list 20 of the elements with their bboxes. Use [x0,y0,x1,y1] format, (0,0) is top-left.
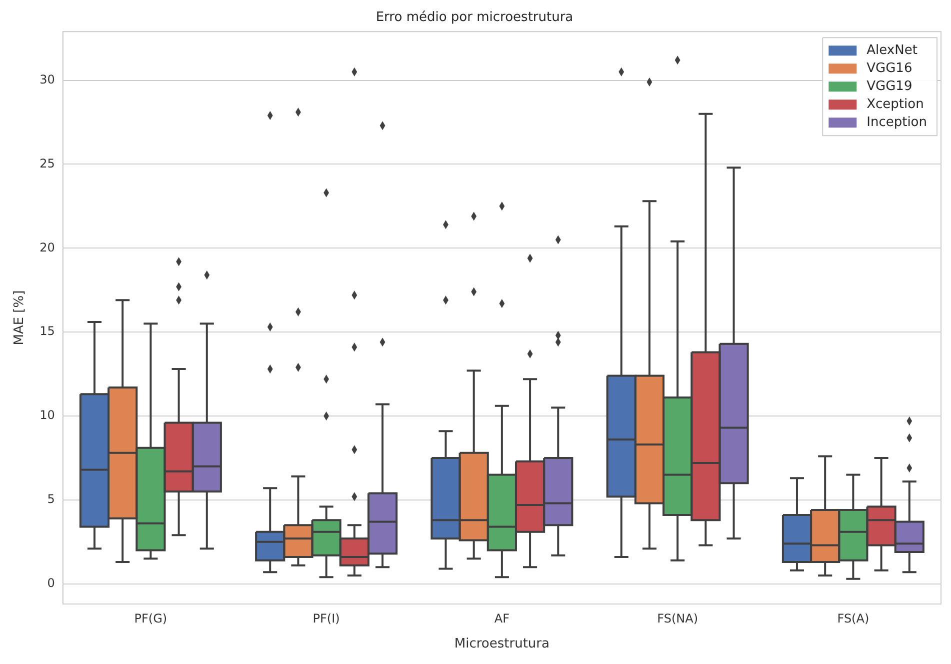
x-tick-label: FS(NA) [657,611,698,626]
legend-label: Inception [866,114,927,130]
x-tick-label: PF(I) [312,611,340,626]
legend-label: VGG16 [866,60,912,76]
legend-label: Xception [866,96,924,112]
y-tick-label: 15 [40,324,55,338]
y-tick-label: 10 [40,408,55,422]
y-tick-label: 5 [47,492,55,506]
y-tick-label: 30 [40,72,55,86]
y-axis-title: MAE [%] [12,290,28,346]
y-tick-label: 20 [40,240,55,254]
x-tick-label: PF(G) [134,611,168,626]
chart-title: Erro médio por microestrutura [376,10,574,26]
y-tick-label: 0 [47,576,55,590]
x-tick-label: FS(A) [837,611,870,626]
x-axis-title: Microestrutura [454,636,550,652]
y-tick-label: 25 [40,156,55,170]
x-tick-label: AF [494,611,510,626]
legend-label: VGG19 [866,78,912,94]
legend-label: AlexNet [866,42,918,58]
